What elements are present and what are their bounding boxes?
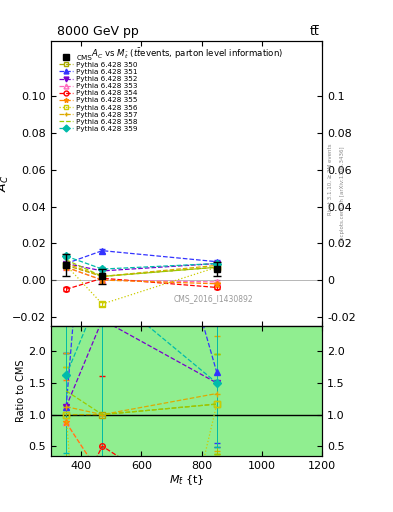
Text: $A_C$ vs $M_{\bar{t}}$ ($t\bar{t}$events, parton level information): $A_C$ vs $M_{\bar{t}}$ ($t\bar{t}$events…: [90, 47, 283, 61]
Text: CMS_2016_I1430892: CMS_2016_I1430892: [174, 294, 253, 303]
Text: mcplots.cern.ch [arXiv:1306.3436]: mcplots.cern.ch [arXiv:1306.3436]: [340, 147, 345, 242]
Y-axis label: Ratio to CMS: Ratio to CMS: [16, 359, 26, 422]
Y-axis label: $A_C$: $A_C$: [0, 175, 11, 192]
Text: tt̅: tt̅: [310, 25, 320, 38]
X-axis label: $M_{\bar{t}}$ {t}: $M_{\bar{t}}$ {t}: [169, 473, 204, 487]
Text: 8000 GeV pp: 8000 GeV pp: [57, 25, 138, 38]
Text: Rivet 3.1.10, ≥ 2M events: Rivet 3.1.10, ≥ 2M events: [328, 143, 333, 215]
Legend: CMS, Pythia 6.428 350, Pythia 6.428 351, Pythia 6.428 352, Pythia 6.428 353, Pyt: CMS, Pythia 6.428 350, Pythia 6.428 351,…: [57, 53, 139, 134]
